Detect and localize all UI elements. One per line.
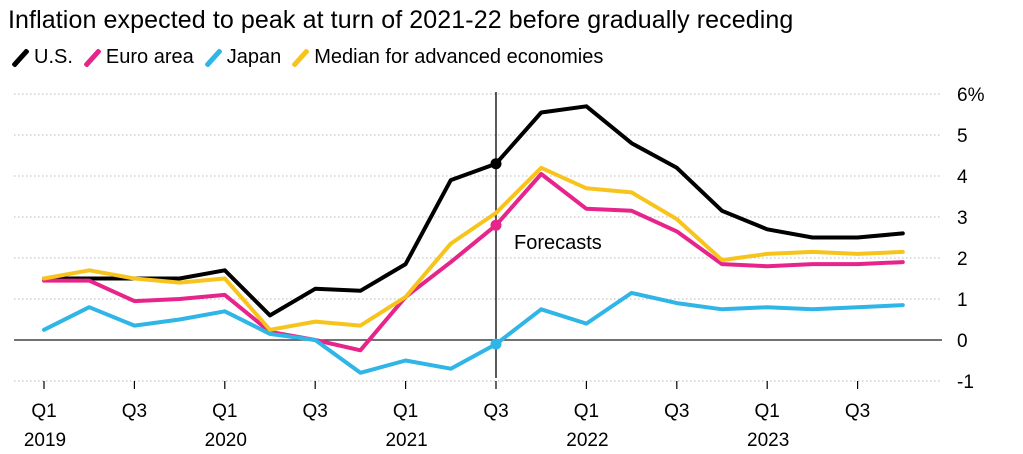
forecast-start-marker-japan: [490, 338, 502, 350]
x-tick-year-label: 2021: [385, 430, 427, 451]
grid-layer: [14, 93, 942, 382]
legend-label-euro-area: Euro area: [105, 46, 194, 68]
y-tick-label: 3: [957, 208, 968, 229]
marker-layer: [490, 158, 502, 350]
x-tick-year-label: 2023: [747, 430, 789, 451]
legend-label-us: U.S.: [34, 46, 73, 68]
axis-layer: 6% 5 4 3 2 1 0 -1 Q1 2019 Q3 Q1 2020 Q3 Q1 2021 Q3 Q1 2022…: [24, 85, 985, 451]
series-line-euro: [42, 172, 905, 353]
x-tick-label: Q3: [483, 401, 508, 422]
y-tick-label: 2: [957, 249, 968, 270]
y-tick-label: 4: [957, 167, 968, 188]
y-tick-label: 5: [957, 126, 968, 147]
legend-label-japan: Japan: [226, 46, 282, 68]
chart-legend: U.S. Euro area Japan Median for advanced…: [11, 46, 616, 69]
x-tick-year-label: 2019: [24, 430, 66, 451]
series-line-us: [42, 104, 905, 318]
legend-item-euro-area: Euro area: [83, 46, 194, 69]
x-tick-year-label: 2020: [205, 430, 247, 451]
x-tick-label: Q3: [664, 401, 689, 422]
x-tick-label: Q1: [31, 401, 56, 422]
legend-item-us: U.S.: [11, 46, 73, 69]
x-tick-year-label: 2022: [566, 430, 608, 451]
forecast-annotation: Forecasts: [514, 232, 602, 254]
x-tick-label: Q1: [212, 401, 237, 422]
x-tick-label: Q3: [303, 401, 328, 422]
x-tick-label: Q1: [574, 401, 599, 422]
series-layer: [42, 104, 905, 375]
x-tick-label: Q3: [845, 401, 870, 422]
x-tick-label: Q3: [122, 401, 147, 422]
x-tick-label: Q1: [755, 401, 780, 422]
legend-item-median: Median for advanced economies: [291, 46, 604, 69]
series-line-median: [42, 165, 905, 332]
series-line-japan: [42, 290, 905, 375]
y-tick-label: 0: [957, 331, 968, 352]
y-tick-label: -1: [957, 372, 974, 393]
forecast-start-marker-us: [490, 158, 502, 170]
x-tick-label: Q1: [393, 401, 418, 422]
y-tick-label: 1: [957, 290, 968, 311]
y-tick-label: 6%: [957, 85, 985, 106]
legend-label-median: Median for advanced economies: [314, 46, 604, 68]
chart-title: Inflation expected to peak at turn of 20…: [8, 6, 794, 34]
legend-item-japan: Japan: [204, 46, 282, 69]
forecast-start-marker-euro: [490, 219, 502, 231]
